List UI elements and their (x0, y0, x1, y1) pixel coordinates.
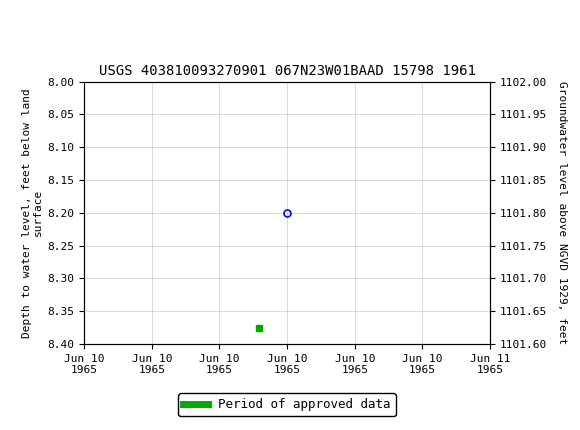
Y-axis label: Depth to water level, feet below land
surface: Depth to water level, feet below land su… (21, 88, 44, 338)
Y-axis label: Groundwater level above NGVD 1929, feet: Groundwater level above NGVD 1929, feet (557, 81, 567, 344)
Text: ≡USGS: ≡USGS (9, 7, 74, 25)
Legend: Period of approved data: Period of approved data (179, 393, 396, 416)
Title: USGS 403810093270901 067N23W01BAAD 15798 1961: USGS 403810093270901 067N23W01BAAD 15798… (99, 64, 476, 78)
